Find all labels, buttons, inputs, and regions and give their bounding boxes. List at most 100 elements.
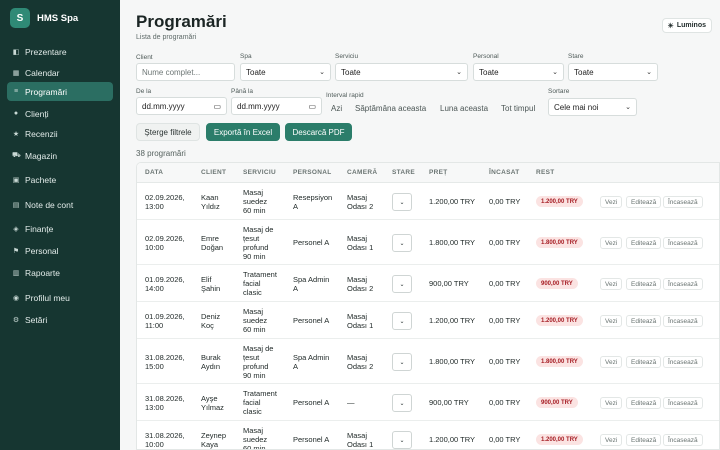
- sidebar-item[interactable]: ⚑ Personal: [7, 241, 113, 260]
- cell-line: profund: [243, 362, 269, 371]
- status-select[interactable]: ⌄: [392, 394, 412, 412]
- sidebar-item[interactable]: ⛟ Magazin: [7, 146, 113, 165]
- from-date-input[interactable]: dd.mm.yyyy ▭: [136, 97, 227, 115]
- table-row[interactable]: 02.09.2026, 13:00 Kaan Yıldız Masaj suedez 60 …: [137, 183, 719, 220]
- clear-filters-button[interactable]: Șterge filtrele: [136, 123, 200, 141]
- sidebar-item[interactable]: ◈ Finanțe: [7, 219, 113, 238]
- cell-line: Masaj: [243, 426, 264, 435]
- sidebar-item[interactable]: ⚙ Setări: [7, 310, 113, 329]
- edit-button[interactable]: Editează: [626, 237, 662, 249]
- edit-button[interactable]: Editează: [626, 196, 662, 208]
- column-header[interactable]: PREȚ: [429, 169, 448, 176]
- quick-range-all-time[interactable]: Tot timpul: [501, 104, 536, 113]
- cell-line: Yıldız: [201, 202, 220, 211]
- table-header: DATA CLIENT SERVICIU PERSONAL CAMERĂ STARE PRE…: [137, 163, 719, 183]
- quick-range-today[interactable]: Azi: [331, 104, 343, 113]
- cell-line: A: [293, 202, 299, 211]
- status-select[interactable]: ⌄: [392, 353, 412, 371]
- view-button[interactable]: Vezi: [600, 356, 623, 368]
- column-header[interactable]: PERSONAL: [293, 169, 332, 176]
- collect-payment-button[interactable]: Încasează: [663, 237, 703, 249]
- table-row[interactable]: 02.09.2026, 10:00 Emre Doğan Masaj de țesut pr…: [137, 220, 719, 265]
- table-row[interactable]: 31.08.2026, 10:00 Zeynep Kaya Masaj suedez 60 …: [137, 421, 719, 449]
- cell-price: 1.200,00 TRY: [429, 316, 476, 325]
- to-date-input[interactable]: dd.mm.yyyy ▭: [231, 97, 322, 115]
- sidebar-item[interactable]: ● Clienți: [7, 104, 113, 123]
- collect-payment-button[interactable]: Încasează: [663, 315, 703, 327]
- column-header[interactable]: ÎNCASAT: [489, 169, 520, 176]
- client-search-input[interactable]: Nume complet...: [136, 63, 235, 81]
- table-row[interactable]: 31.08.2026, 15:00 Burak Aydın Masaj de țesut p…: [137, 339, 719, 384]
- status-select[interactable]: ⌄: [392, 275, 412, 293]
- cell-line: Tratament: [243, 270, 277, 279]
- list-icon: ≡: [13, 88, 19, 95]
- column-header[interactable]: STARE: [392, 169, 416, 176]
- column-header[interactable]: DATA: [145, 169, 164, 176]
- cell-line: Resepsiyon: [293, 193, 333, 202]
- brand-logo: S: [10, 8, 30, 28]
- cell-line: Odası 2: [347, 362, 374, 371]
- cell-line: Masaj: [347, 234, 368, 243]
- spa-select[interactable]: Toate ⌄: [240, 63, 331, 81]
- cell-staff: Resepsiyon A: [293, 193, 332, 211]
- edit-button[interactable]: Editează: [626, 315, 662, 327]
- cell-line: Masaj: [243, 188, 264, 197]
- quick-range-this-week[interactable]: Săptămâna aceasta: [355, 104, 427, 113]
- table-row[interactable]: 01.09.2026, 14:00 Elif Şahin Tratament facial…: [137, 265, 719, 302]
- collect-payment-button[interactable]: Încasează: [663, 196, 703, 208]
- status-select[interactable]: ⌄: [392, 234, 412, 252]
- to-date-label: Până la: [231, 88, 254, 95]
- column-header[interactable]: CLIENT: [201, 169, 227, 176]
- edit-button[interactable]: Editează: [626, 434, 662, 446]
- status-select[interactable]: ⌄: [392, 193, 412, 211]
- service-select-value: Toate: [341, 67, 361, 77]
- sidebar-item[interactable]: ▥ Rapoarte: [7, 263, 113, 282]
- edit-button[interactable]: Editează: [626, 356, 662, 368]
- table-row[interactable]: 01.09.2026, 11:00 Deniz Koç Masaj suedez 60 mi…: [137, 302, 719, 339]
- view-button[interactable]: Vezi: [600, 434, 623, 446]
- column-header[interactable]: CAMERĂ: [347, 169, 378, 176]
- sidebar-item[interactable]: ◧ Prezentare: [7, 42, 113, 61]
- view-button[interactable]: Vezi: [600, 315, 623, 327]
- collect-payment-button[interactable]: Încasează: [663, 434, 703, 446]
- edit-button[interactable]: Editează: [626, 278, 662, 290]
- cell-room: Masaj Odası 1: [347, 234, 373, 252]
- spa-select-value: Toate: [246, 67, 266, 77]
- status-select[interactable]: ⌄: [392, 312, 412, 330]
- cell-line: Burak: [201, 353, 221, 362]
- cell-line: Spa Admin: [293, 353, 330, 362]
- collect-payment-button[interactable]: Încasează: [663, 278, 703, 290]
- status-select[interactable]: ⌄: [392, 431, 412, 449]
- view-button[interactable]: Vezi: [600, 278, 623, 290]
- column-header[interactable]: REST: [536, 169, 555, 176]
- cell-line: Odası 2: [347, 284, 374, 293]
- export-excel-button[interactable]: Exportă în Excel: [206, 123, 280, 141]
- brand[interactable]: S HMS Spa: [0, 0, 120, 36]
- staff-select[interactable]: Toate ⌄: [473, 63, 564, 81]
- service-select[interactable]: Toate ⌄: [335, 63, 468, 81]
- collect-payment-button[interactable]: Încasează: [663, 356, 703, 368]
- quick-range-this-month[interactable]: Luna aceasta: [440, 104, 489, 113]
- sidebar-item[interactable]: ≡ Programări: [7, 82, 113, 101]
- view-button[interactable]: Vezi: [600, 237, 623, 249]
- view-button[interactable]: Vezi: [600, 196, 623, 208]
- view-button[interactable]: Vezi: [600, 397, 623, 409]
- edit-button[interactable]: Editează: [626, 397, 662, 409]
- sidebar-item[interactable]: ★ Recenzii: [7, 124, 113, 143]
- column-header[interactable]: SERVICIU: [243, 169, 276, 176]
- status-select[interactable]: Toate ⌄: [568, 63, 658, 81]
- sidebar-item[interactable]: ▤ Note de cont: [7, 195, 113, 214]
- sidebar-item[interactable]: ▦ Calendar: [7, 63, 113, 82]
- rest-badge: 900,00 TRY: [536, 278, 578, 289]
- sidebar-item[interactable]: ◉ Profilul meu: [7, 288, 113, 307]
- sort-select[interactable]: Cele mai noi ⌄: [548, 98, 637, 116]
- theme-toggle-button[interactable]: ☀ Luminos: [661, 18, 712, 33]
- from-date-label: De la: [136, 88, 152, 95]
- cell-line: Kaya: [201, 440, 219, 449]
- download-pdf-button[interactable]: Descarcă PDF: [285, 123, 352, 141]
- sidebar-item[interactable]: ▣ Pachete: [7, 170, 113, 189]
- rest-badge: 1.200,00 TRY: [536, 196, 583, 207]
- cell-staff: Personel A: [293, 398, 329, 407]
- collect-payment-button[interactable]: Încasează: [663, 397, 703, 409]
- table-row[interactable]: 31.08.2026, 13:00 Ayşe Yılmaz Tratament facia…: [137, 384, 719, 421]
